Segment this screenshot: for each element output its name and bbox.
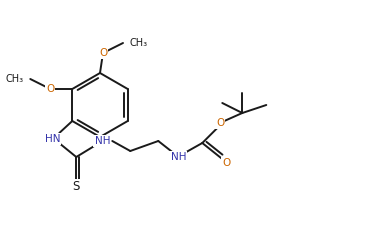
Text: CH₃: CH₃	[130, 38, 148, 48]
Text: O: O	[222, 158, 230, 168]
Text: O: O	[46, 84, 55, 94]
Text: HN: HN	[45, 134, 60, 144]
Text: O: O	[99, 48, 107, 58]
Text: O: O	[216, 118, 224, 128]
Text: CH₃: CH₃	[5, 74, 23, 84]
Text: NH: NH	[94, 136, 110, 146]
Text: NH: NH	[171, 152, 186, 162]
Text: S: S	[73, 180, 80, 194]
